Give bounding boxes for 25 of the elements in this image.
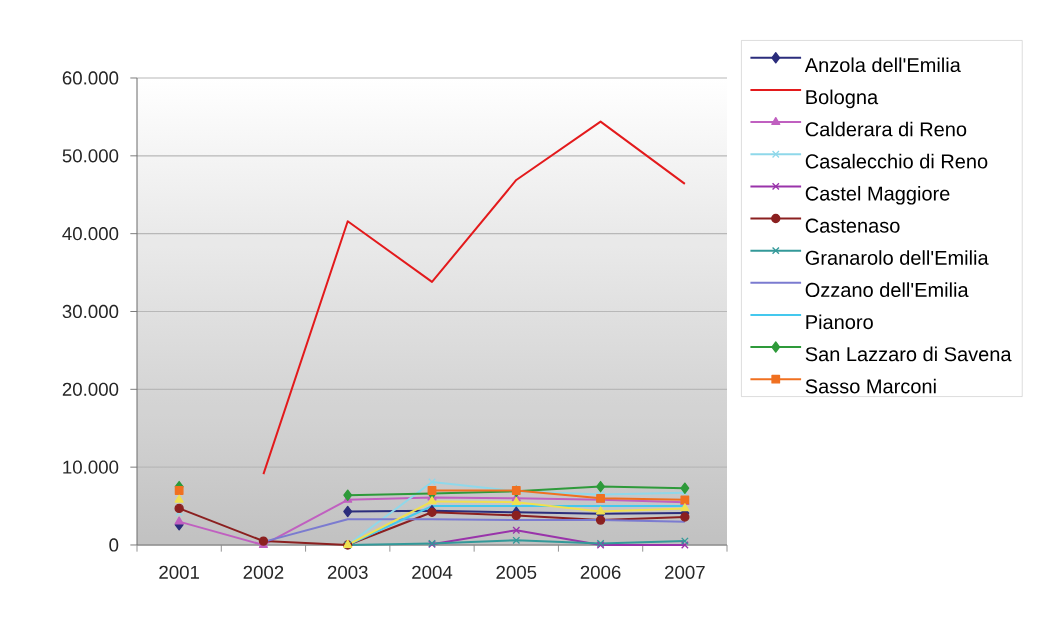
legend-label: Anzola dell'Emilia — [804, 57, 961, 73]
x-tick-label: 2006 — [580, 565, 621, 579]
y-tick-label: 60.000 — [62, 71, 119, 85]
x-tick-label: 2003 — [327, 565, 368, 579]
y-tick-label: 40.000 — [62, 227, 119, 241]
y-tick-label: 50.000 — [62, 149, 119, 163]
y-tick-label: 10.000 — [63, 460, 119, 474]
x-tick-label: 2002 — [243, 565, 284, 579]
legend-label: Pianoro — [806, 314, 873, 330]
legend-label: San Lazzaro di Savena — [805, 346, 1012, 362]
y-tick-label: 30.000 — [62, 304, 119, 319]
x-tick-label: 2007 — [665, 565, 705, 579]
x-tick-label: 2001 — [159, 565, 199, 579]
x-tick-label: 2005 — [496, 565, 537, 579]
y-tick-label: 0 — [109, 538, 119, 552]
x-tick-label: 2004 — [412, 565, 453, 579]
legend-label: Castenaso — [805, 218, 900, 233]
legend-label: Calderara di Reno — [805, 121, 967, 137]
legend-label: Granarolo dell'Emilia — [805, 250, 989, 265]
legend-label: Ozzano dell'Emilia — [805, 282, 969, 298]
legend-label: Castel Maggiore — [805, 185, 950, 205]
legend-label: Casalecchio di Reno — [805, 153, 988, 169]
legend-label: Sasso Marconi — [805, 378, 936, 394]
legend-label: Bologna — [806, 89, 879, 109]
y-tick-label: 20.000 — [62, 382, 119, 396]
